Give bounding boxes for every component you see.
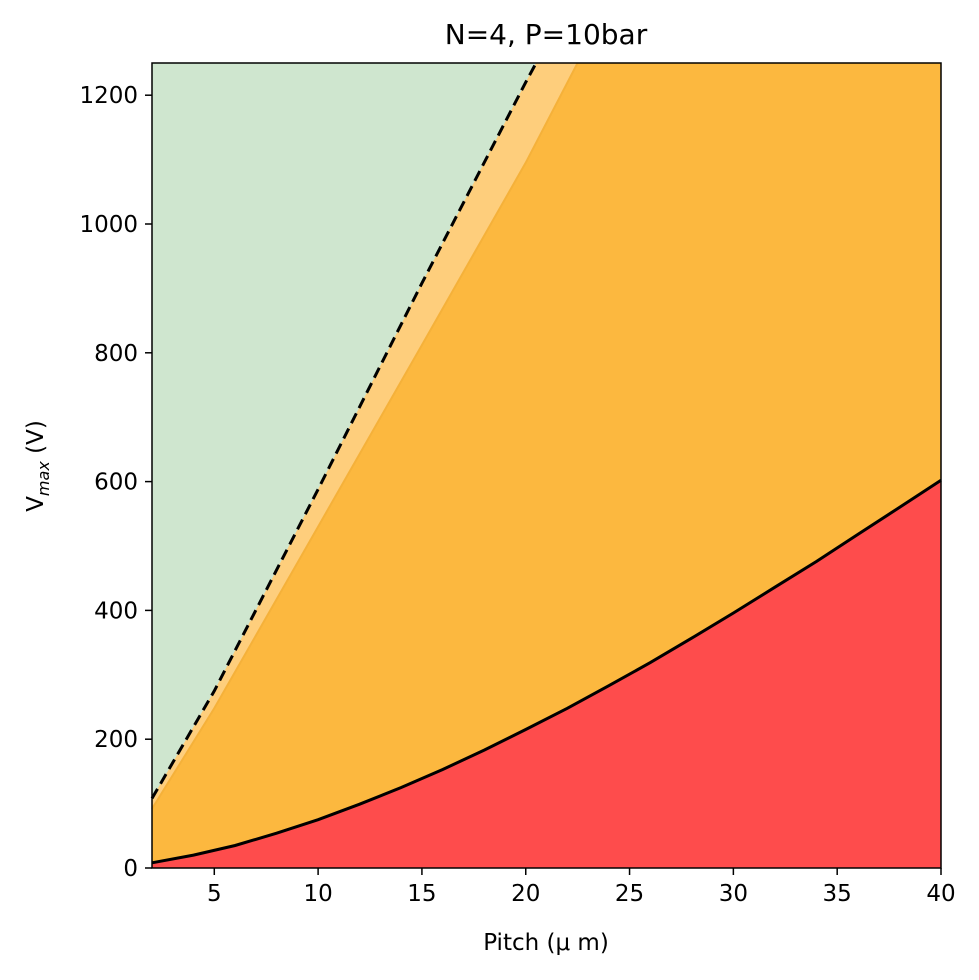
y-tick-label-1200: 1200: [79, 83, 138, 109]
orange-boundary-line: [151, 62, 579, 810]
dashed-boundary-line: [150, 62, 538, 800]
x-axis-label: Pitch (μ m): [483, 930, 609, 956]
y-tick-label-0: 0: [123, 856, 138, 882]
y-axis-label-unit: (V): [23, 420, 49, 461]
y-tick-label-600: 600: [94, 470, 138, 496]
chart-title: N=4, P=10bar: [445, 18, 648, 51]
plot-frame: [151, 62, 942, 869]
red-region: [152, 480, 941, 868]
x-tick-label-20: 20: [511, 881, 540, 907]
y-tick-label-400: 400: [94, 598, 138, 624]
y-axis-label-sub: max: [34, 461, 53, 496]
y-tick-label-200: 200: [94, 727, 138, 753]
x-tick-label-35: 35: [823, 881, 852, 907]
red-boundary-curve: [151, 479, 942, 865]
x-tick-label-30: 30: [719, 881, 748, 907]
x-tick-label-40: 40: [926, 881, 955, 907]
x-tick-label-5: 5: [207, 881, 222, 907]
x-tick-label-10: 10: [303, 881, 332, 907]
y-axis-label-main: V: [23, 496, 49, 512]
x-tick-label-25: 25: [615, 881, 644, 907]
y-tick-label-800: 800: [94, 341, 138, 367]
y-tick-label-1000: 1000: [79, 212, 138, 238]
y-axis-label: Vmax (V): [23, 420, 53, 512]
x-tick-label-15: 15: [407, 881, 436, 907]
